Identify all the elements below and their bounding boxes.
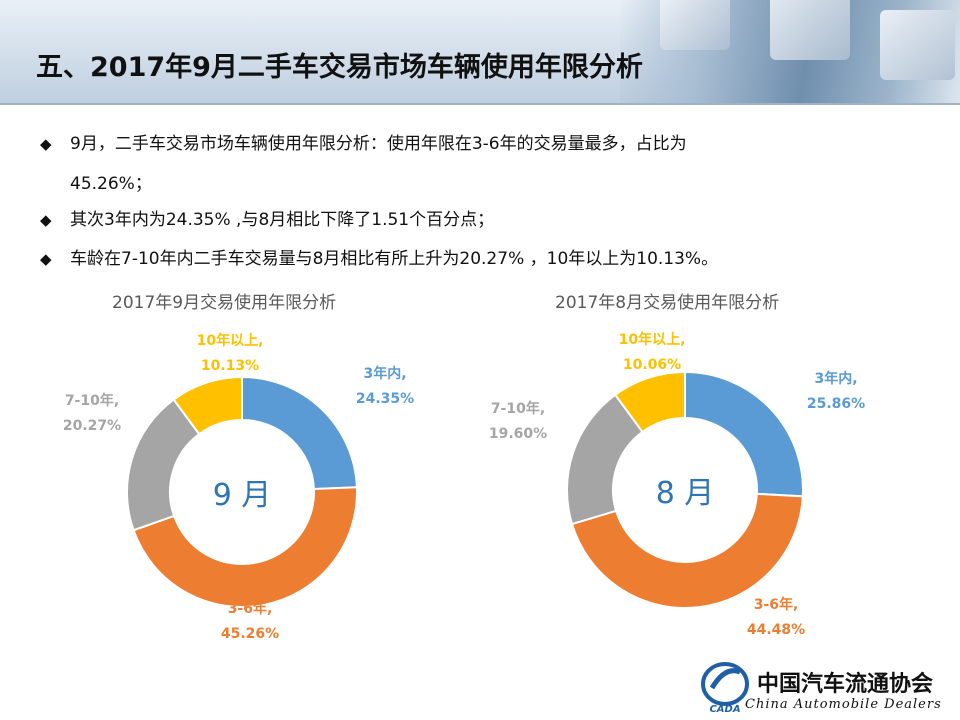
donut-slice-3-6yr <box>132 486 358 608</box>
donut-center-label: 9 月 <box>213 478 272 513</box>
donut-slice-3yr <box>241 375 358 491</box>
slice-percent-label: 44.48% <box>747 622 805 638</box>
slice-percent-label: 10.13% <box>201 358 259 374</box>
bullet-text: 其次3年内为24.35% ,与8月相比下降了1.51个百分点； <box>70 210 495 230</box>
header-divider <box>0 103 960 105</box>
donut-slice-3yr <box>684 370 804 498</box>
slice-percent-label: 45.26% <box>221 626 279 642</box>
header-banner: 五、2017年9月二手车交易市场车辆使用年限分析 <box>0 0 960 103</box>
header-cube <box>770 0 850 60</box>
header-photo <box>620 0 960 103</box>
diamond-bullet-icon: ◆ <box>40 211 52 229</box>
logo-text: CADA <box>709 704 740 714</box>
slice-category-label: 3-6年, <box>228 600 273 617</box>
bullet-text: 45.26%； <box>70 174 152 194</box>
donut-slice-10yr-plus <box>613 370 686 434</box>
slice-category-label: 3年内, <box>814 370 857 387</box>
bullet-text: 9月，二手车交易市场车辆使用年限分析：使用年限在3-6年的交易量最多，占比为 <box>70 134 687 154</box>
slice-category-label: 7-10年, <box>491 400 545 417</box>
header-cube <box>660 0 730 50</box>
diamond-bullet-icon: ◆ <box>40 135 52 153</box>
slice-category-label: 3年内, <box>363 365 406 382</box>
diamond-bullet-icon: ◆ <box>40 250 52 268</box>
donut-slice-10yr-plus <box>172 375 243 436</box>
slice-category-label: 10年以上, <box>619 331 686 348</box>
donut-slice-3-6yr <box>570 492 804 609</box>
bullet-text: 车龄在7-10年内二手车交易量与8月相比有所上升为20.27% ，10年以上为1… <box>70 249 719 269</box>
slice-percent-label: 10.06% <box>623 357 681 373</box>
slice-percent-label: 19.60% <box>489 426 547 442</box>
chart-title-september: 2017年9月交易使用年限分析 <box>112 293 337 313</box>
chart-title-august: 2017年8月交易使用年限分析 <box>555 293 780 313</box>
page-title: 五、2017年9月二手车交易市场车辆使用年限分析 <box>36 52 643 83</box>
donut-center-label: 8 月 <box>656 476 715 511</box>
slice-percent-label: 25.86% <box>807 396 865 412</box>
slice-category-label: 10年以上, <box>197 332 264 349</box>
slice-category-label: 7-10年, <box>65 392 119 409</box>
slice-category-label: 3-6年, <box>754 596 799 613</box>
association-name-cn: 中国汽车流通协会 <box>757 672 934 697</box>
association-name-en: China Automobile Dealers <box>745 697 942 712</box>
slice-percent-label: 20.27% <box>63 418 121 434</box>
slice-percent-label: 24.35% <box>356 391 414 407</box>
header-cube <box>880 10 955 80</box>
cada-logo-icon: CADA <box>701 662 749 714</box>
